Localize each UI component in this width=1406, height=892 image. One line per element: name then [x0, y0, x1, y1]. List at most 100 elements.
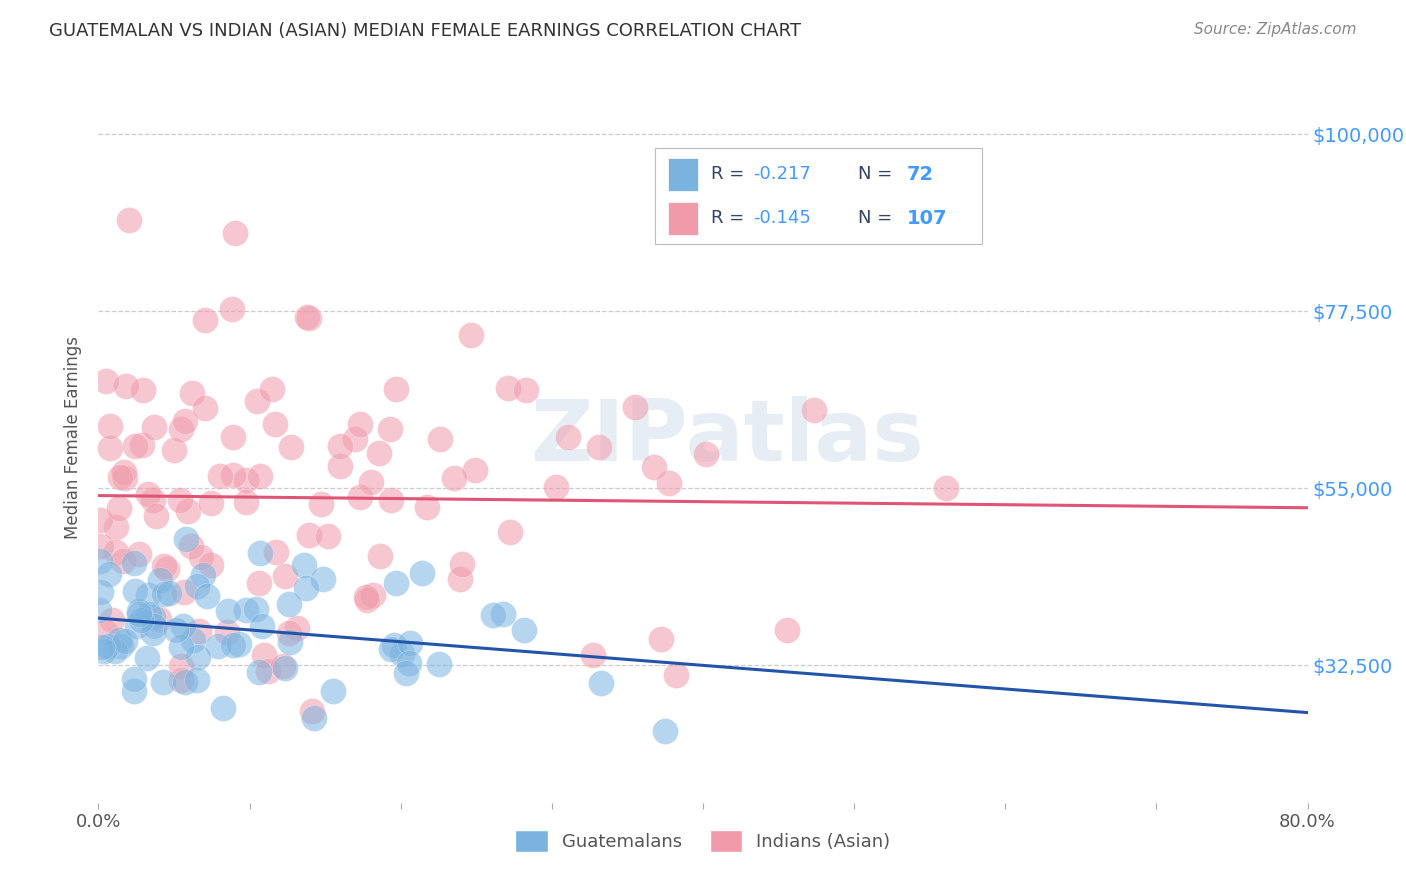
Point	[101, 613, 124, 627]
Point	[149, 573, 172, 587]
Point	[380, 492, 402, 507]
Point	[492, 607, 515, 621]
Point	[278, 597, 301, 611]
FancyBboxPatch shape	[655, 148, 981, 244]
Point	[172, 619, 194, 633]
Point	[138, 607, 160, 621]
Point	[207, 639, 229, 653]
Point	[309, 497, 332, 511]
Point	[142, 619, 165, 633]
Point	[349, 491, 371, 505]
Point	[90, 539, 112, 553]
Point	[193, 312, 215, 326]
Point	[191, 568, 214, 582]
Point	[360, 475, 382, 489]
Point	[322, 683, 344, 698]
Point	[132, 383, 155, 397]
Text: -0.145: -0.145	[754, 210, 811, 227]
Point	[298, 311, 321, 326]
Point	[257, 664, 280, 678]
Point	[131, 438, 153, 452]
Point	[115, 378, 138, 392]
Point	[124, 583, 146, 598]
Point	[235, 602, 257, 616]
Point	[312, 572, 335, 586]
Point	[89, 603, 111, 617]
Point	[235, 473, 257, 487]
Point	[170, 659, 193, 673]
Point	[513, 624, 536, 638]
Point	[295, 582, 318, 596]
Text: ZIPatlas: ZIPatlas	[530, 395, 924, 479]
Point	[222, 430, 245, 444]
Point	[104, 520, 127, 534]
Point	[186, 673, 208, 687]
Point	[177, 504, 200, 518]
Point	[464, 463, 486, 477]
Point	[496, 381, 519, 395]
Point	[98, 419, 121, 434]
Point	[217, 604, 239, 618]
Point	[380, 642, 402, 657]
Point	[181, 386, 204, 401]
Point	[187, 649, 209, 664]
Point	[349, 417, 371, 431]
Point	[112, 465, 135, 479]
Text: -0.217: -0.217	[754, 165, 811, 183]
Point	[187, 624, 209, 638]
Legend: Guatemalans, Indians (Asian): Guatemalans, Indians (Asian)	[508, 823, 898, 860]
Point	[249, 468, 271, 483]
Point	[174, 675, 197, 690]
Point	[301, 704, 323, 718]
Point	[591, 676, 613, 690]
Point	[367, 445, 389, 459]
Point	[194, 401, 217, 415]
Point	[142, 493, 165, 508]
Point	[411, 566, 433, 581]
Text: Source: ZipAtlas.com: Source: ZipAtlas.com	[1194, 22, 1357, 37]
Point	[212, 701, 235, 715]
Point	[245, 601, 267, 615]
Point	[145, 509, 167, 524]
Point	[124, 672, 146, 686]
Point	[136, 487, 159, 501]
Text: 107: 107	[907, 209, 948, 228]
Point	[278, 635, 301, 649]
Point	[110, 639, 132, 653]
Point	[368, 549, 391, 564]
Point	[163, 442, 186, 457]
Point	[94, 374, 117, 388]
Point	[302, 710, 325, 724]
Point	[650, 632, 672, 646]
Point	[658, 475, 681, 490]
Point	[246, 393, 269, 408]
Point	[156, 561, 179, 575]
Point	[174, 413, 197, 427]
Point	[451, 557, 474, 571]
Point	[128, 607, 150, 621]
Text: R =: R =	[711, 210, 749, 227]
Point	[122, 684, 145, 698]
Point	[181, 632, 204, 647]
Point	[90, 640, 112, 654]
Point	[482, 608, 505, 623]
Point	[443, 471, 465, 485]
Point	[557, 430, 579, 444]
Point	[152, 558, 174, 573]
Point	[200, 558, 222, 573]
Point	[114, 634, 136, 648]
Point	[170, 640, 193, 654]
Point	[118, 213, 141, 227]
Point	[624, 401, 647, 415]
Point	[222, 468, 245, 483]
Point	[395, 665, 418, 680]
Point	[112, 554, 135, 568]
Point	[148, 612, 170, 626]
FancyBboxPatch shape	[668, 158, 697, 191]
Point	[280, 440, 302, 454]
Point	[515, 383, 537, 397]
Point	[382, 638, 405, 652]
Point	[654, 724, 676, 739]
Point	[264, 417, 287, 431]
Point	[208, 468, 231, 483]
